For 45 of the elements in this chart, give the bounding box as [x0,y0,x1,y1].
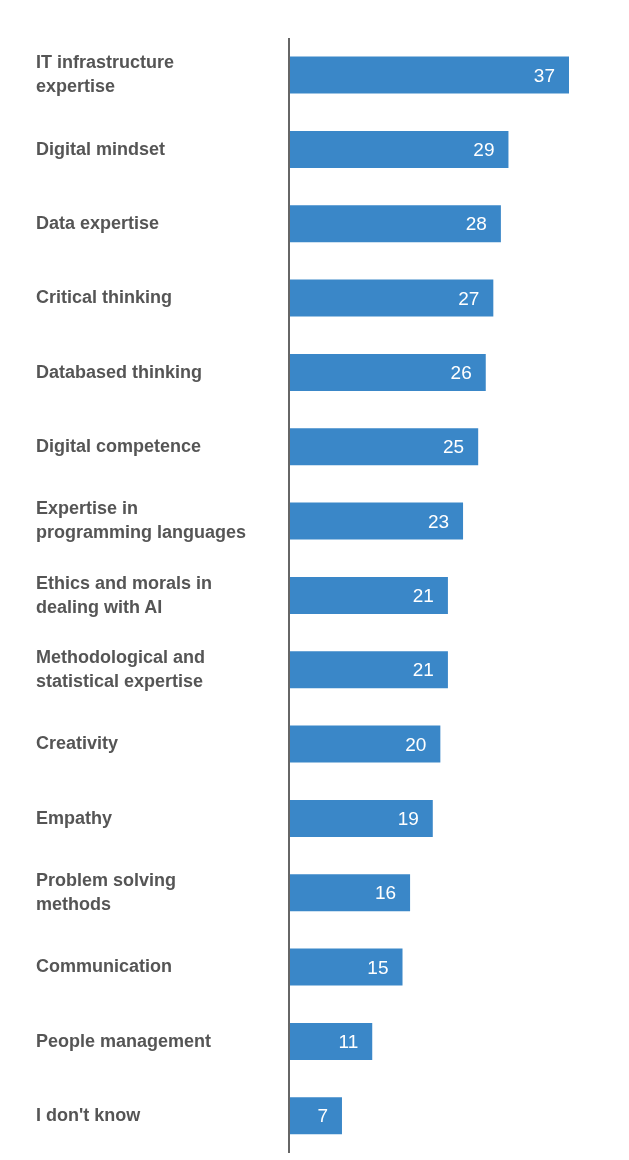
bar [289,799,433,837]
bar [289,874,411,912]
bar [289,1022,373,1060]
data-label: 19 [397,808,419,830]
bar [289,205,501,243]
data-label: 7 [317,1105,328,1127]
y-tick-label: Databased thinking [36,361,203,382]
data-label: 11 [338,1031,359,1053]
data-label: 27 [458,287,480,309]
data-label: 21 [412,659,434,681]
y-tick-label: I don't know [36,1104,142,1125]
data-label: 23 [427,510,450,532]
y-tick-label: Ethics and morals in dealing with AI [36,572,213,617]
bar [289,576,448,614]
y-tick-label: Expertise in programming languages [36,497,247,542]
y-tick-label: Communication [36,955,173,976]
bar [289,948,403,986]
bar [289,56,569,94]
data-label: 15 [367,956,389,978]
y-tick-label: Digital mindset [36,138,166,159]
y-tick-label: Digital competence [36,435,202,456]
y-tick-label: Empathy [36,807,113,828]
bar [289,502,464,540]
y-tick-label: Problem solving methods [36,869,177,914]
data-label: 29 [473,139,495,161]
data-label: 25 [443,436,465,458]
y-tick-label: Creativity [36,732,119,753]
data-label: 26 [450,362,472,384]
y-tick-label: IT infrastructure expertise [36,51,175,96]
bar [289,651,448,689]
data-label: 16 [374,882,397,904]
bar [289,130,509,168]
y-tick-label: People management [36,1030,212,1051]
bar [289,1097,342,1135]
data-label: 20 [405,733,427,755]
data-label: 37 [533,64,555,86]
bar [289,353,486,391]
y-tick-label: Data expertise [36,212,160,233]
bar [289,428,479,466]
data-label: 21 [412,585,434,607]
data-label: 28 [465,213,487,235]
y-tick-label: Methodological and statistical expertise [36,646,205,691]
bar [289,279,494,317]
y-tick-label: Critical thinking [36,286,173,307]
bar [289,725,441,763]
